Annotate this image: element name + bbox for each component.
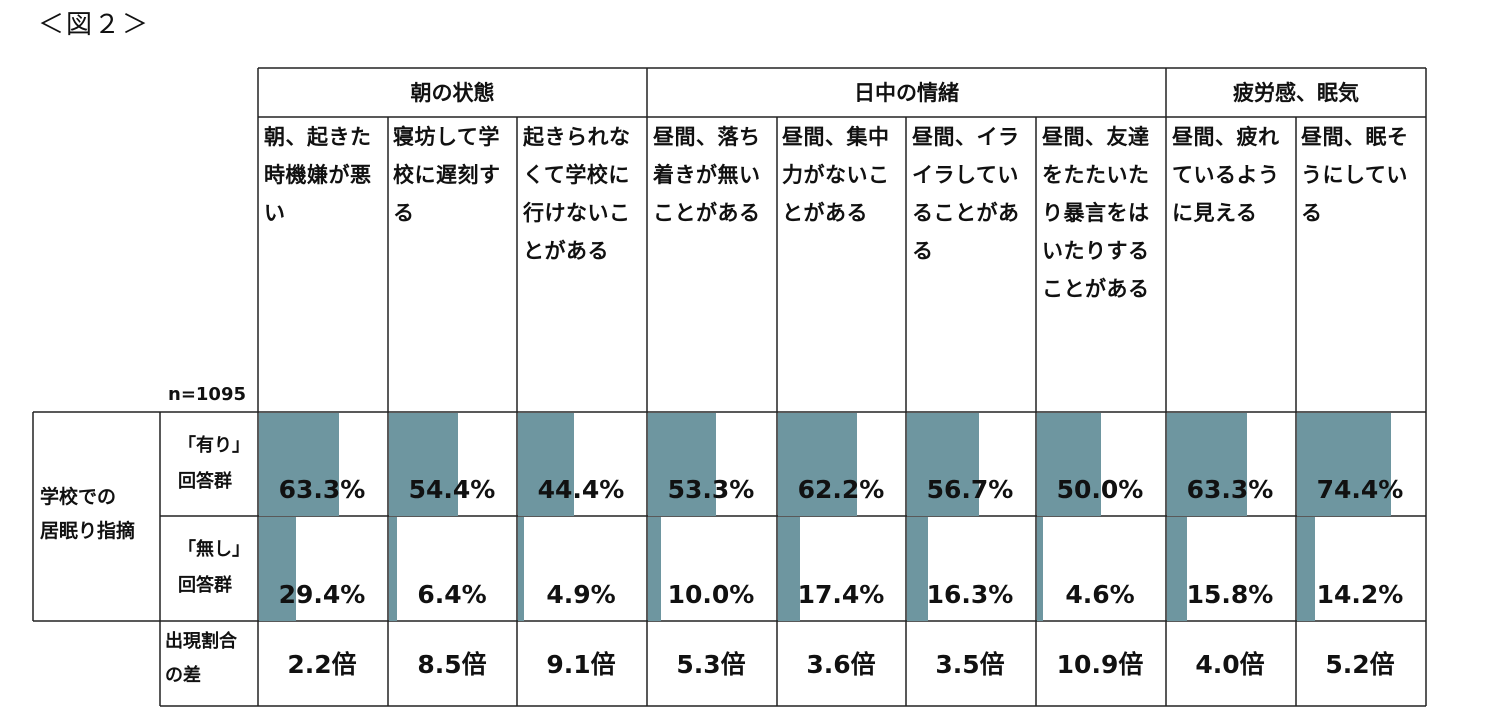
ratio-value: 10.9倍 (1056, 650, 1144, 679)
value-label-yes: 74.4% (1316, 475, 1404, 504)
column-header: 起きられなくて学校に行けないことがある (523, 125, 631, 263)
value-label-no: 4.6% (1065, 580, 1135, 609)
no-group-label-line: 回答群 (178, 575, 232, 596)
yes-group-label: 「有り」 回答群 (178, 428, 250, 500)
value-label-yes: 54.4% (408, 475, 496, 504)
ratio-value: 5.3倍 (676, 650, 746, 679)
ratio-value: 5.2倍 (1325, 650, 1395, 679)
yes-group-label-line: 「有り」 (178, 435, 250, 456)
bar-no (907, 517, 928, 621)
value-label-yes: 53.3% (667, 475, 755, 504)
column-header: 朝、起きた時機嫌が悪い (264, 125, 372, 225)
bar-no (259, 517, 296, 621)
ratio-value: 4.0倍 (1195, 650, 1265, 679)
value-label-no: 29.4% (278, 580, 366, 609)
value-label-yes: 56.7% (926, 475, 1014, 504)
bar-yes (518, 413, 574, 516)
sample-size-label: n=1095 (168, 384, 246, 405)
row-header-line: 学校での (40, 486, 117, 508)
row-header-line: 居眠り指摘 (40, 520, 136, 542)
bar-no (1037, 517, 1043, 621)
value-label-no: 17.4% (797, 580, 885, 609)
column-header: 昼間、集中力がないことがある (782, 125, 890, 225)
column-header: 昼間、疲れているように見える (1172, 125, 1280, 225)
bar-yes (648, 413, 716, 516)
value-label-no: 10.0% (667, 580, 755, 609)
column-header: 昼間、イライラしていることがある (912, 125, 1020, 263)
group-header-fatigue: 疲労感、眠気 (1233, 81, 1359, 105)
bar-no (778, 517, 800, 621)
group-header-morning: 朝の状態 (410, 81, 495, 105)
value-label-yes: 62.2% (797, 475, 885, 504)
difference-label: 出現割合 の差 (165, 625, 237, 693)
ratio-value: 9.1倍 (546, 650, 616, 679)
bar-no (1297, 517, 1315, 621)
no-group-label: 「無し」 回答群 (178, 532, 250, 604)
value-label-no: 14.2% (1316, 580, 1404, 609)
ratio-value: 3.6倍 (806, 650, 876, 679)
no-group-label-line: 「無し」 (178, 539, 250, 560)
ratio-value: 8.5倍 (417, 650, 487, 679)
bar-yes (1297, 413, 1391, 516)
ratio-value: 2.2倍 (287, 650, 357, 679)
yes-group-label-line: 回答群 (178, 471, 232, 492)
row-header: 学校での 居眠り指摘 (40, 480, 135, 548)
difference-label-line: 出現割合 (165, 631, 237, 652)
column-header: 昼間、友達をたたいたり暴言をはいたりすることがある (1042, 125, 1150, 301)
column-header: 昼間、落ち着きが無いことがある (653, 125, 761, 225)
bar-no (518, 517, 524, 621)
difference-label-line: の差 (165, 665, 201, 686)
ratio-value: 3.5倍 (935, 650, 1005, 679)
bar-yes (1167, 413, 1247, 516)
bar-yes (259, 413, 339, 516)
column-header: 寝坊して学校に遅刻する (393, 125, 501, 225)
value-label-no: 4.9% (546, 580, 616, 609)
value-label-yes: 63.3% (278, 475, 366, 504)
value-label-yes: 44.4% (537, 475, 625, 504)
bar-no (389, 517, 397, 621)
value-label-no: 6.4% (417, 580, 487, 609)
bar-no (648, 517, 661, 621)
figure-label: ＜図２＞ (38, 10, 151, 40)
bar-yes (907, 413, 979, 516)
bar-yes (389, 413, 458, 516)
value-label-yes: 63.3% (1186, 475, 1274, 504)
group-header-daytime-emotion: 日中の情緒 (854, 81, 959, 105)
bar-yes (778, 413, 857, 516)
value-label-yes: 50.0% (1056, 475, 1144, 504)
bar-yes (1037, 413, 1101, 516)
value-label-no: 16.3% (926, 580, 1014, 609)
bar-no (1167, 517, 1187, 621)
column-header: 昼間、眠そうにしている (1301, 125, 1409, 225)
value-label-no: 15.8% (1186, 580, 1274, 609)
